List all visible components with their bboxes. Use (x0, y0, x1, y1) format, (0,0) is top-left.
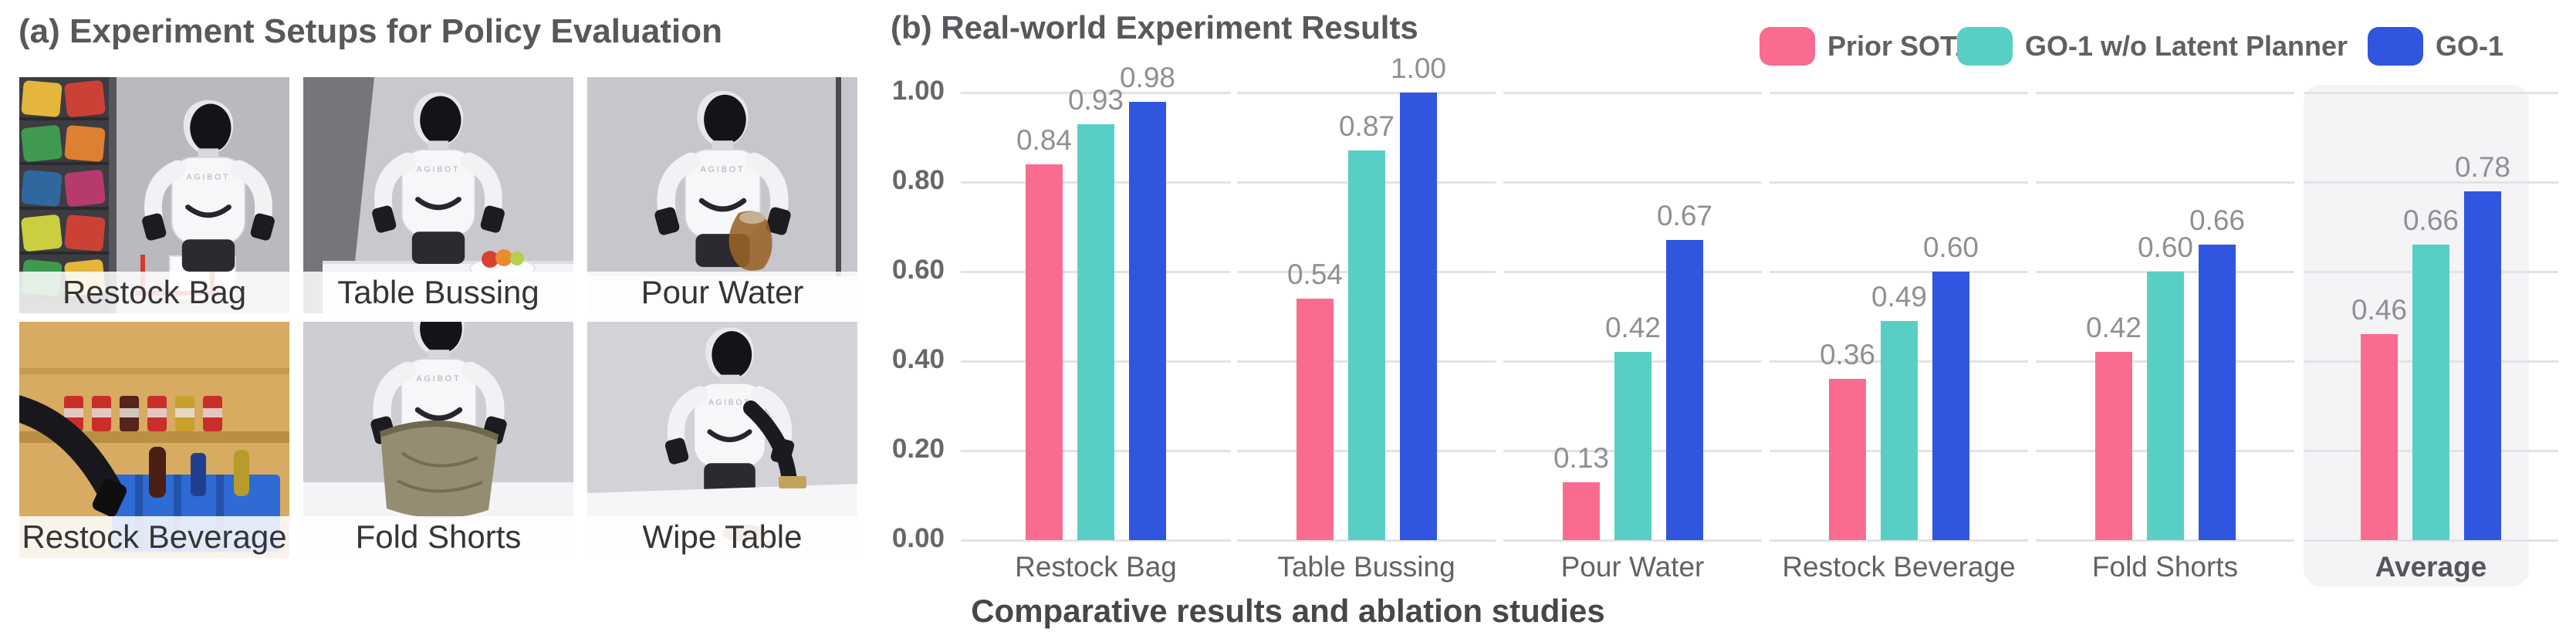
bar-go-1-average (2464, 191, 2501, 540)
gridline (1770, 539, 2028, 542)
gridline (1237, 92, 1496, 94)
y-axis-tick-label: 0.80 (891, 165, 945, 195)
gridline (1503, 271, 1762, 273)
gridline (1770, 92, 2028, 94)
x-axis-category-label: Average (2375, 551, 2487, 583)
bar-go-1-w-o-latent-planner-restock-beverage (1881, 321, 1918, 540)
gridline (961, 539, 1231, 542)
setup-label: Fold Shorts (303, 516, 573, 558)
bar-prior-sota-pour-water (1563, 482, 1600, 540)
gridline (2304, 181, 2558, 184)
y-axis-tick-label: 0.00 (891, 523, 945, 553)
bar-value-label: 0.66 (2402, 204, 2459, 236)
bar-value-label: 0.60 (1922, 231, 1979, 263)
bar-value-label: 0.60 (2137, 231, 2193, 263)
bar-go-1-fold-shorts (2199, 245, 2236, 540)
gridline (1503, 181, 1762, 184)
bar-value-label: 0.98 (1119, 62, 1175, 93)
gridline (2036, 92, 2294, 94)
x-axis-category-label: Table Bussing (1277, 551, 1455, 583)
gridline (2036, 539, 2294, 542)
figure-caption: Comparative results and ablation studies (971, 593, 1605, 629)
legend-swatch (1760, 27, 1815, 66)
bar-prior-sota-restock-beverage (1829, 379, 1866, 540)
y-axis-tick-label: 0.20 (891, 434, 945, 464)
legend-label: GO-1 (2436, 30, 2504, 62)
y-axis-tick-label: 0.60 (891, 255, 945, 285)
legend-item-go-1-w-o-latent-planner: GO-1 w/o Latent Planner (1957, 26, 2348, 66)
x-axis-category-label: Pour Water (1560, 551, 1705, 583)
gridline (1237, 539, 1496, 542)
bar-go-1-restock-bag (1129, 102, 1166, 540)
panel-a-title: (a) Experiment Setups for Policy Evaluat… (19, 12, 722, 50)
gridline (1503, 539, 1762, 542)
setup-label: Pour Water (587, 272, 857, 313)
setup-label: Table Bussing (303, 272, 573, 313)
bar-go-1-w-o-latent-planner-table-bussing (1348, 150, 1385, 540)
bar-value-label: 0.49 (1871, 281, 1927, 313)
bar-go-1-table-bussing (1400, 93, 1437, 540)
gridline (2304, 92, 2558, 94)
bar-value-label: 0.93 (1067, 84, 1124, 116)
bar-go-1-w-o-latent-planner-average (2412, 245, 2449, 540)
bar-value-label: 0.84 (1016, 124, 1072, 156)
bar-value-label: 0.46 (2351, 294, 2407, 326)
legend-swatch (2368, 27, 2423, 66)
bar-value-label: 0.87 (1338, 110, 1394, 142)
setup-photo-restock-bag: Restock Bag (19, 77, 289, 313)
bar-go-1-pour-water (1666, 240, 1703, 540)
x-axis-category-label: Restock Bag (1015, 551, 1177, 583)
bar-go-1-w-o-latent-planner-pour-water (1614, 352, 1651, 540)
bar-go-1-w-o-latent-planner-restock-bag (1077, 124, 1114, 540)
gridline (961, 92, 1231, 94)
setup-photo-restock-beverage: Restock Beverage (19, 322, 289, 558)
bar-value-label: 0.42 (1604, 312, 1661, 343)
bar-go-1-w-o-latent-planner-fold-shorts (2147, 272, 2184, 540)
bar-go-1-restock-beverage (1932, 272, 1969, 540)
x-axis-category-label: Fold Shorts (2091, 551, 2239, 583)
y-axis-tick-label: 1.00 (891, 76, 945, 106)
restock-bag-photo-placeholder (19, 77, 289, 313)
setup-photo-fold-shorts: Fold Shorts (303, 322, 573, 558)
legend-label: GO-1 w/o Latent Planner (2025, 30, 2348, 62)
legend-swatch (1957, 27, 2013, 66)
bar-value-label: 0.66 (2189, 204, 2245, 236)
legend-item-go-1: GO-1 (2368, 26, 2503, 66)
x-axis-category-label: Restock Beverage (1782, 551, 2016, 583)
setup-photo-pour-water: Pour Water (587, 77, 857, 313)
setup-photo-wipe-table: Wipe Table (587, 322, 857, 558)
setup-label: Restock Bag (19, 272, 289, 313)
legend-item-prior-sota: Prior SOTA (1760, 26, 1975, 66)
bar-prior-sota-restock-bag (1026, 164, 1063, 540)
bar-prior-sota-table-bussing (1296, 299, 1334, 540)
bar-value-label: 0.36 (1819, 339, 1875, 370)
bar-prior-sota-average (2361, 334, 2398, 540)
setup-photo-table-bussing: Table Bussing (303, 77, 573, 313)
gridline (1770, 181, 2028, 184)
bar-value-label: 0.54 (1286, 258, 1343, 290)
bar-value-label: 0.13 (1553, 442, 1609, 474)
panel-b-title: (b) Real-world Experiment Results (891, 9, 1418, 46)
gridline (2036, 181, 2294, 184)
gridline (2304, 539, 2558, 542)
bar-value-label: 0.67 (1656, 200, 1712, 231)
y-axis-tick-label: 0.40 (891, 344, 945, 374)
bar-value-label: 0.78 (2454, 151, 2510, 183)
bar-prior-sota-fold-shorts (2095, 352, 2132, 540)
gridline (1770, 271, 2028, 273)
setup-label: Wipe Table (587, 516, 857, 558)
gridline (1503, 92, 1762, 94)
legend-label: Prior SOTA (1827, 30, 1976, 62)
bar-value-label: 0.42 (2085, 312, 2142, 343)
bar-value-label: 1.00 (1390, 52, 1446, 84)
setup-label: Restock Beverage (19, 516, 289, 558)
